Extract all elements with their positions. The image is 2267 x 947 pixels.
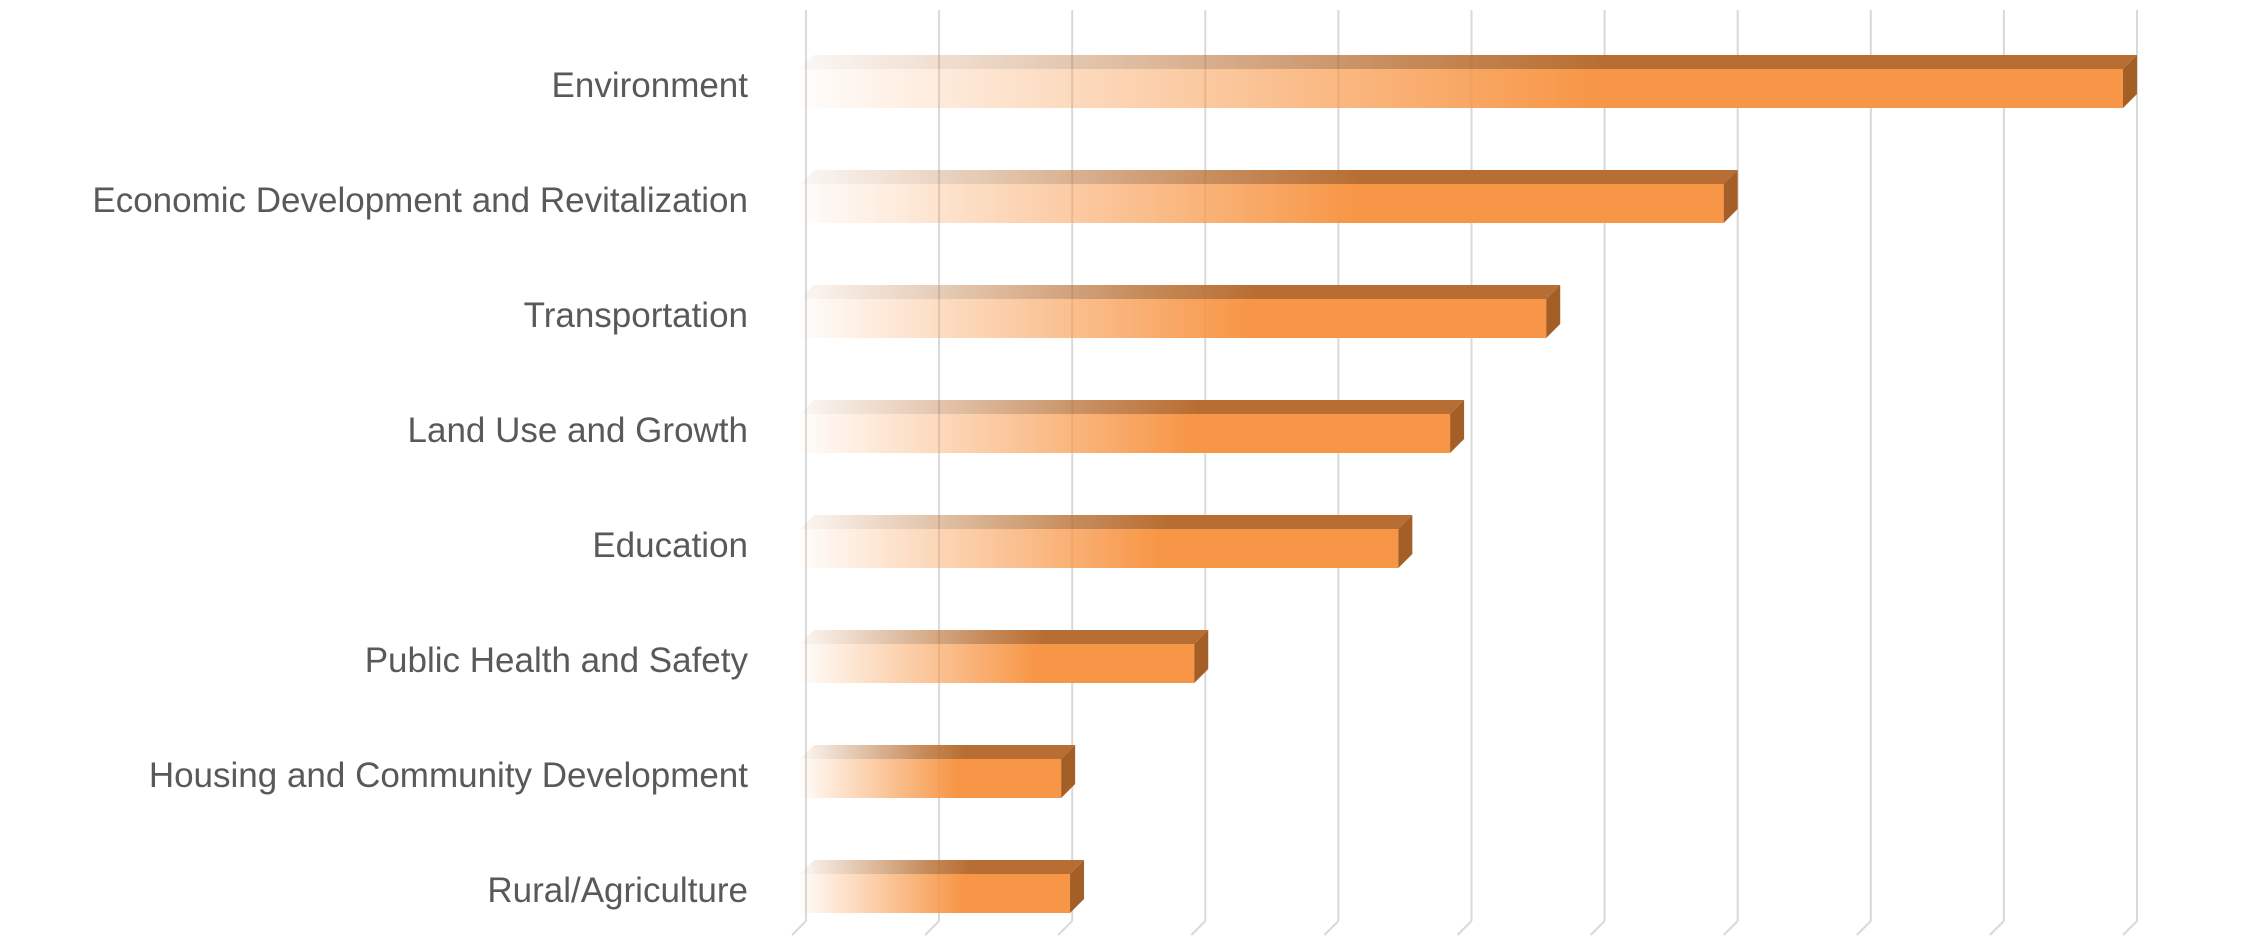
bar-top-face: [800, 745, 1076, 759]
bar-top-face: [800, 860, 1085, 874]
category-label: Transportation: [524, 296, 748, 335]
bar-side-face: [1194, 630, 1209, 683]
bar-front-face: [800, 759, 1062, 798]
bar-side-face: [1398, 515, 1413, 568]
bar-front-face: [800, 414, 1451, 453]
category-label: Environment: [552, 66, 749, 105]
bar: [800, 745, 1076, 798]
category-label: Education: [592, 526, 748, 565]
gridline-foot: [1589, 920, 1606, 936]
bar-side-face: [1546, 285, 1561, 338]
bar: [800, 285, 1561, 338]
category-label: Housing and Community Development: [149, 756, 748, 795]
gridline-foot: [1722, 920, 1739, 936]
bar-front-face: [800, 644, 1195, 683]
bar: [800, 860, 1085, 913]
gridline-foot: [2122, 920, 2138, 936]
bar-side-face: [1061, 745, 1076, 798]
gridline-foot: [1190, 920, 1207, 936]
bar: [800, 515, 1413, 568]
gridline-foot: [924, 920, 940, 936]
bar: [800, 400, 1465, 453]
bar: [800, 630, 1209, 683]
gridline-foot: [1323, 920, 1340, 936]
gridline-foot: [1989, 920, 2005, 936]
gridlines: [791, 10, 2138, 936]
bar-front-face: [800, 529, 1399, 568]
bar-side-face: [1070, 860, 1085, 913]
bar-top-face: [800, 55, 2137, 69]
category-label: Land Use and Growth: [408, 411, 748, 450]
bars: [800, 55, 2137, 913]
bar-front-face: [800, 874, 1071, 913]
bar-side-face: [1723, 170, 1738, 223]
category-label: Economic Development and Revitalization: [92, 181, 748, 220]
bar-top-face: [800, 285, 1561, 299]
bar-top-face: [800, 515, 1413, 529]
bar-top-face: [800, 400, 1465, 414]
bar-top-face: [800, 170, 1738, 184]
category-label: Public Health and Safety: [365, 641, 749, 680]
gridline-foot: [1057, 920, 1073, 936]
gridline-foot: [791, 920, 807, 936]
gridline-foot: [1456, 920, 1473, 936]
bar-front-face: [800, 69, 2123, 108]
bar: [800, 55, 2137, 108]
bar: [800, 170, 1738, 223]
bar-side-face: [2123, 55, 2137, 108]
category-labels: Environment Economic Development and Revi…: [92, 66, 748, 910]
bar-side-face: [1450, 400, 1465, 453]
bar-top-face: [800, 630, 1209, 644]
category-label: Rural/Agriculture: [487, 871, 748, 910]
gridline-foot: [1856, 920, 1872, 936]
bar-front-face: [800, 299, 1547, 338]
bar-front-face: [800, 184, 1724, 223]
